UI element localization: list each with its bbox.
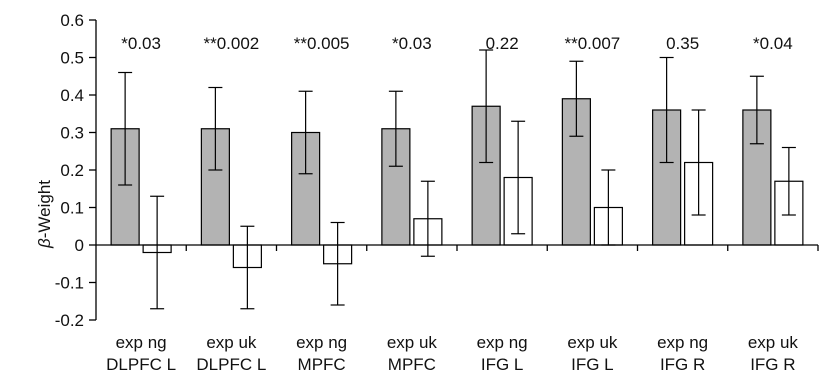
x-tick-label-line2: IFG L [571, 355, 614, 374]
y-axis: 0.6 0.5 0.4 0.3 0.2 0.1 0 -0.1 -0.2 [55, 11, 97, 330]
y-tick-label: 0.3 [60, 124, 84, 143]
x-tick-label-line1: exp uk [387, 333, 438, 352]
x-tick-label-line2: IFG R [660, 355, 705, 374]
y-axis-label-text: -Weight [35, 180, 54, 239]
y-tick-label: -0.1 [55, 274, 84, 293]
p-value-label: 0.35 [666, 34, 699, 53]
y-axis-label: β-Weight [35, 180, 54, 249]
x-axis: exp ng DLPFC L exp uk DLPFC L exp ng MPFC exp … [96, 244, 819, 374]
bar-grey [652, 109, 682, 246]
p-value-label: *0.03 [392, 34, 432, 53]
error-bars [118, 49, 796, 310]
y-tick-label: 0.4 [60, 86, 84, 105]
x-tick-label-line2: DLPFC L [196, 355, 266, 374]
y-tick-label: 0.6 [60, 11, 84, 30]
y-tick-label: 0.1 [60, 199, 84, 218]
x-tick-label-line1: exp uk [748, 333, 799, 352]
p-value-label: **0.002 [203, 34, 259, 53]
p-value-label: *0.04 [753, 34, 793, 53]
x-tick-label-line1: exp ng [296, 333, 347, 352]
y-tick-label: 0.2 [60, 161, 84, 180]
y-tick-label: -0.2 [55, 311, 84, 330]
x-tick-label-line1: exp uk [567, 333, 618, 352]
p-value-label: **0.007 [564, 34, 620, 53]
x-tick-label-line1: exp ng [477, 333, 528, 352]
y-axis-label-symbol: β [35, 238, 54, 249]
p-values: *0.03 **0.002 **0.005 *0.03 0.22 **0.007 0.35 *… [121, 34, 792, 53]
x-tick-label-line2: DLPFC L [106, 355, 176, 374]
p-value-label: 0.22 [486, 34, 519, 53]
p-value-label: **0.005 [294, 34, 350, 53]
x-tick-label-line2: IFG L [481, 355, 524, 374]
p-value-label: *0.03 [121, 34, 161, 53]
x-tick-label-line1: exp uk [206, 333, 257, 352]
x-tick-label-line2: MPFC [388, 355, 436, 374]
y-tick-label: 0 [75, 236, 84, 255]
y-tick-label: 0.5 [60, 49, 84, 68]
x-tick-label-line2: MPFC [298, 355, 346, 374]
x-tick-label-line1: exp ng [116, 333, 167, 352]
x-tick-label-line2: IFG R [750, 355, 795, 374]
x-tick-label-line1: exp ng [657, 333, 708, 352]
